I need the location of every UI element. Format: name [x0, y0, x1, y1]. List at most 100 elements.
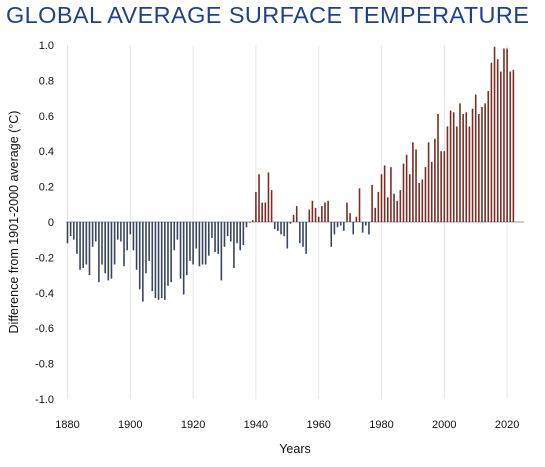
- bar: [273, 222, 276, 230]
- bar: [198, 222, 201, 267]
- bar: [258, 174, 260, 222]
- bar: [343, 222, 345, 231]
- bar: [192, 222, 194, 265]
- bar: [72, 222, 75, 240]
- y-tick-label: -0.4: [35, 288, 54, 300]
- bar: [195, 222, 198, 249]
- bar: [321, 206, 323, 222]
- bar: [408, 174, 411, 222]
- x-tick-label: 1980: [369, 419, 393, 431]
- bar: [233, 222, 235, 269]
- bar: [383, 165, 386, 222]
- bar: [226, 222, 229, 237]
- bar: [201, 222, 204, 265]
- bar: [390, 167, 392, 222]
- bar: [399, 190, 402, 222]
- bar: [434, 138, 436, 222]
- bar: [352, 222, 355, 235]
- bar: [503, 48, 505, 222]
- bar: [440, 151, 442, 222]
- bar: [76, 222, 78, 254]
- bar: [418, 183, 420, 222]
- bar: [267, 172, 270, 222]
- bar: [449, 110, 452, 222]
- x-tick-label: 2000: [432, 419, 456, 431]
- bar: [427, 142, 430, 222]
- y-tick-label: 0.6: [39, 111, 54, 123]
- bar: [135, 222, 138, 270]
- y-tick-label: 0: [48, 217, 54, 229]
- bar: [167, 222, 169, 286]
- bar: [179, 222, 182, 279]
- bar: [386, 197, 389, 222]
- bar: [446, 126, 449, 222]
- bar: [251, 220, 254, 222]
- bar: [292, 214, 295, 222]
- y-axis-ticks: 1.0 0.8 0.6 0.4 0.2 0 -0.2 -0.4 -0.6 -0.8 -1.0: [35, 40, 54, 406]
- bar: [346, 202, 348, 222]
- bar: [132, 222, 135, 251]
- y-tick-label: -1.0: [35, 394, 54, 406]
- bar: [349, 213, 351, 222]
- bar: [142, 222, 144, 302]
- bar: [327, 200, 329, 222]
- bar: [157, 222, 160, 300]
- bar: [500, 71, 502, 222]
- bar: [474, 94, 477, 222]
- y-tick-label: 0.8: [39, 75, 54, 87]
- bar: [214, 222, 216, 253]
- x-tick-label: 1960: [306, 419, 330, 431]
- bar: [154, 222, 157, 299]
- bar: [358, 188, 361, 222]
- bar: [176, 222, 179, 240]
- bar: [396, 200, 398, 222]
- bar: [245, 222, 248, 228]
- bar: [305, 222, 307, 254]
- bar: [478, 114, 480, 222]
- bar: [424, 167, 427, 222]
- bar: [415, 149, 417, 222]
- bar: [430, 161, 433, 222]
- x-axis-ticks: 1880 1900 1920 1940 1960 1980 2000 2020: [55, 419, 519, 431]
- x-tick-label: 2020: [495, 419, 519, 431]
- bar: [151, 222, 154, 292]
- bar: [170, 222, 172, 283]
- bar: [355, 216, 358, 222]
- bar: [496, 59, 499, 222]
- bar: [465, 112, 468, 222]
- bar: [402, 163, 405, 222]
- bar: [339, 222, 342, 226]
- bars: [66, 46, 515, 302]
- bar: [173, 222, 176, 251]
- bar: [160, 222, 163, 299]
- y-tick-label: 0.2: [39, 182, 54, 194]
- bar: [314, 207, 317, 222]
- bar: [120, 222, 122, 242]
- bar: [365, 222, 367, 226]
- bar: [129, 222, 132, 235]
- bar: [336, 222, 339, 228]
- bar: [264, 202, 267, 222]
- bar: [299, 222, 301, 244]
- bar: [88, 222, 91, 276]
- chart-title: GLOBAL AVERAGE SURFACE TEMPERATURE: [6, 2, 530, 28]
- bar: [220, 222, 223, 281]
- bar: [189, 222, 191, 261]
- bar: [368, 222, 370, 235]
- bar: [286, 222, 289, 249]
- bar: [248, 222, 251, 223]
- bar: [462, 114, 464, 222]
- bar: [289, 222, 292, 224]
- bar: [405, 154, 408, 222]
- bar: [380, 174, 383, 222]
- bar: [138, 222, 141, 290]
- bar: [374, 207, 377, 222]
- bar: [283, 222, 285, 237]
- bar: [110, 222, 113, 279]
- bar: [493, 46, 496, 222]
- y-tick-label: -0.2: [35, 252, 54, 264]
- bar: [85, 222, 88, 265]
- bar: [236, 222, 238, 244]
- bar: [107, 222, 110, 281]
- bar: [145, 222, 147, 274]
